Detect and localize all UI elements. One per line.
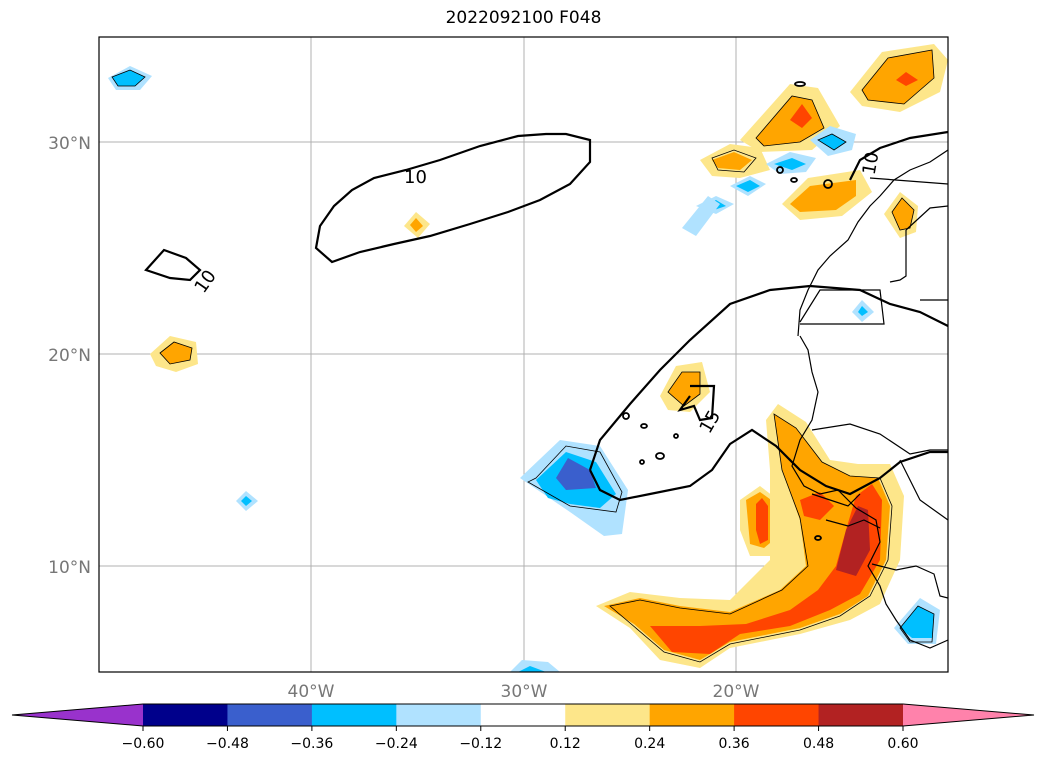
colorbar-tick-label: −0.60 (122, 736, 165, 752)
colorbar-extend-high (903, 704, 1034, 726)
contours (144, 130, 948, 502)
colorbar-tick-label: −0.36 (290, 736, 333, 752)
lat-tick-label: 20°N (48, 346, 91, 366)
lat-tick-label: 10°N (48, 558, 91, 578)
colorbar-bin (480, 704, 566, 726)
colorbar-bin (227, 704, 313, 726)
colorbar-tick-label: 0.24 (634, 736, 665, 752)
colorbar-bin (396, 704, 482, 726)
map-panel: 10 10 15 10 (99, 37, 948, 672)
lat-tick-label: 30°N (48, 134, 91, 154)
colorbar-tick-label: −0.48 (206, 736, 249, 752)
colorbar-tick-label: 0.60 (887, 736, 918, 752)
colorbar-tick-label: 0.36 (719, 736, 750, 752)
map-frame (98, 36, 949, 673)
contour-label: 10 (404, 167, 427, 188)
colorbar-bin (818, 704, 904, 726)
lon-tick-label: 40°W (288, 682, 335, 702)
colorbar-bin (649, 704, 735, 726)
colorbar-bin (311, 704, 397, 726)
anomaly-shading (108, 44, 948, 672)
colorbar-tick-label: 0.12 (550, 736, 581, 752)
colorbar (11, 703, 1035, 727)
contour-loops (622, 81, 833, 541)
shading-outlines (111, 49, 935, 663)
contour-label: 10 (859, 150, 884, 176)
colorbar-bin (143, 704, 228, 726)
colorbar-tick-label: 0.48 (803, 736, 834, 752)
lon-tick-label: 20°W (713, 682, 760, 702)
map-title: 2022092100 F048 (445, 8, 602, 28)
colorbar-tick-label: −0.12 (459, 736, 502, 752)
colorbar-extend-low (12, 704, 143, 726)
colorbar-ticks: −0.60 −0.48 −0.36 −0.24 −0.12 0.12 0.24 0.36 0.4… (122, 726, 919, 752)
colorbar-bin (565, 704, 651, 726)
lon-tick-label: 30°W (501, 682, 548, 702)
colorbar-bin (734, 704, 820, 726)
colorbar-tick-label: −0.24 (375, 736, 418, 752)
coastlines (791, 149, 948, 649)
